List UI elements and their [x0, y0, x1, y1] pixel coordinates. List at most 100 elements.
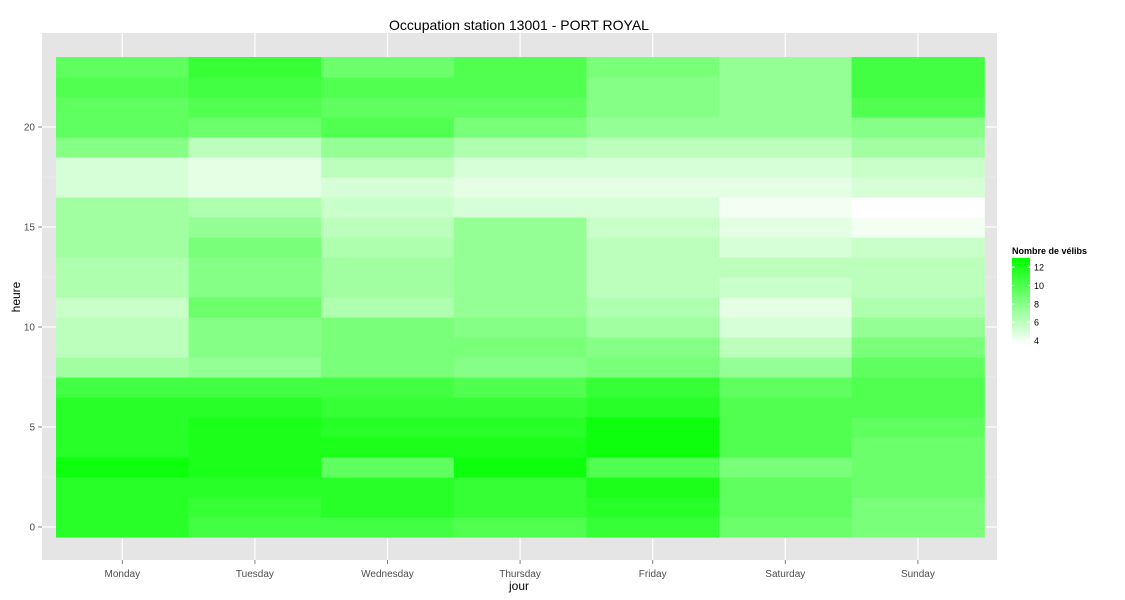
x-tick-label: Thursday [499, 569, 541, 580]
heatmap-cell [56, 497, 190, 518]
heatmap-cell [321, 277, 455, 298]
heatmap-cell [453, 197, 587, 218]
heatmap-cell [56, 297, 190, 318]
heatmap-cell [586, 57, 720, 78]
heatmap-cell [56, 217, 190, 238]
heatmap-cell [586, 217, 720, 238]
heatmap-cell [453, 377, 587, 398]
y-tick-label: 10 [24, 323, 36, 334]
heatmap-cell [586, 437, 720, 458]
heatmap-cell [453, 457, 587, 478]
heatmap-cell [321, 337, 455, 358]
heatmap-cell [321, 257, 455, 278]
heatmap-cell [321, 117, 455, 138]
heatmap-cell [453, 117, 587, 138]
heatmap-cell [851, 477, 985, 498]
heatmap-cell [719, 157, 853, 178]
heatmap-cell [453, 497, 587, 518]
heatmap-cell [453, 277, 587, 298]
heatmap-cell [188, 317, 322, 338]
heatmap-cell [719, 377, 853, 398]
heatmap-cell [586, 397, 720, 418]
heatmap-cell [851, 117, 985, 138]
heatmap-cell [453, 417, 587, 438]
heatmap-cell [321, 57, 455, 78]
heatmap-cell [586, 477, 720, 498]
heatmap-cell [188, 297, 322, 318]
heatmap-cell [719, 317, 853, 338]
heatmap-cell [586, 97, 720, 118]
x-tick-label: Tuesday [236, 569, 274, 580]
heatmap-cell [719, 57, 853, 78]
heatmap-cell [321, 97, 455, 118]
legend-title: Nombre de vélibs [1012, 246, 1087, 256]
heatmap-cell [586, 517, 720, 538]
heatmap-cell [188, 237, 322, 258]
legend: Nombre de vélibs 12 10 8 6 4 [1012, 246, 1087, 346]
heatmap-cell [719, 337, 853, 358]
heatmap-cell [586, 237, 720, 258]
heatmap-cell [586, 77, 720, 98]
heatmap-cell [56, 57, 190, 78]
heatmap-cell [453, 337, 587, 358]
heatmap-cell [188, 337, 322, 358]
heatmap-cell [56, 137, 190, 158]
heatmap-cell [56, 517, 190, 538]
heatmap-cell [188, 137, 322, 158]
heatmap-cell [453, 177, 587, 198]
heatmap-cell [453, 77, 587, 98]
heatmap-cell [719, 77, 853, 98]
heatmap-cell [851, 137, 985, 158]
heatmap-cell [56, 277, 190, 298]
heatmap-cell [719, 197, 853, 218]
heatmap-cell [586, 497, 720, 518]
legend-label: 4 [1034, 336, 1039, 346]
heatmap-cell [719, 217, 853, 238]
heatmap-cell [453, 157, 587, 178]
heatmap-cell [321, 77, 455, 98]
heatmap-cell [586, 197, 720, 218]
heatmap-cell [188, 457, 322, 478]
heatmap-cell [321, 137, 455, 158]
heatmap-cell [453, 57, 587, 78]
heatmap-cell [188, 437, 322, 458]
heatmap-cell [321, 157, 455, 178]
heatmap-cell [56, 457, 190, 478]
heatmap-cell [851, 317, 985, 338]
heatmap-cell [453, 297, 587, 318]
heatmap-cell [586, 137, 720, 158]
heatmap-cell [321, 357, 455, 378]
heatmap-cell [321, 397, 455, 418]
y-tick-label: 15 [24, 223, 36, 234]
x-tick-label: Saturday [765, 569, 805, 580]
heatmap-cell [586, 317, 720, 338]
legend-label: 6 [1034, 318, 1039, 328]
heatmap-cell [321, 457, 455, 478]
heatmap-cell [851, 257, 985, 278]
heatmap-cell [321, 517, 455, 538]
legend-label: 12 [1034, 263, 1044, 273]
heatmap-cells [56, 57, 985, 538]
heatmap-cell [851, 417, 985, 438]
heatmap-cell [321, 377, 455, 398]
legend-colorbar [1012, 258, 1030, 345]
heatmap-cell [188, 517, 322, 538]
heatmap-cell [851, 397, 985, 418]
heatmap-cell [56, 377, 190, 398]
heatmap-cell [719, 237, 853, 258]
heatmap-cell [56, 337, 190, 358]
heatmap-cell [188, 57, 322, 78]
heatmap-cell [719, 417, 853, 438]
heatmap-cell [56, 397, 190, 418]
heatmap-cell [56, 437, 190, 458]
heatmap-cell [188, 117, 322, 138]
heatmap-cell [453, 237, 587, 258]
heatmap-cell [56, 417, 190, 438]
heatmap-cell [586, 257, 720, 278]
heatmap-cell [851, 57, 985, 78]
x-axis: Monday Tuesday Wednesday Thursday Friday Satu… [105, 560, 935, 580]
heatmap-cell [719, 517, 853, 538]
heatmap-cell [56, 77, 190, 98]
heatmap-cell [56, 237, 190, 258]
heatmap-cell [453, 477, 587, 498]
